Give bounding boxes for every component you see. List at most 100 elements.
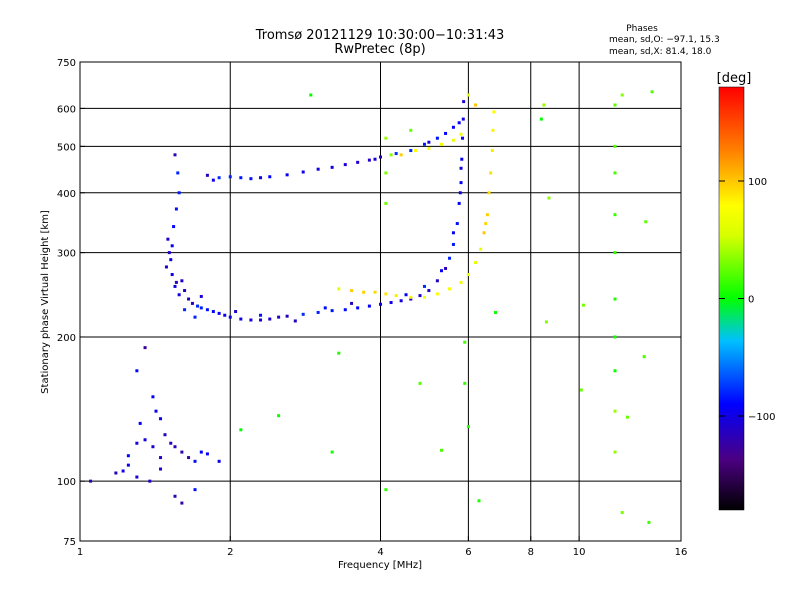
data-point: [249, 318, 253, 322]
data-point: [492, 110, 496, 114]
data-point: [459, 132, 463, 136]
colorbar-tick-label: 0: [748, 295, 754, 306]
data-point: [330, 309, 334, 313]
data-point: [164, 265, 168, 269]
data-point: [350, 289, 354, 293]
x-axis-label: Frequency [MHz]: [338, 560, 422, 571]
series-scattered-echoes: [239, 90, 654, 524]
y-axis-label: Stationary phase Virtual Height [km]: [40, 210, 51, 394]
data-point: [448, 287, 452, 291]
data-point: [211, 310, 215, 314]
data-point: [187, 456, 191, 460]
data-point: [579, 388, 583, 392]
data-point: [151, 395, 155, 399]
data-point: [135, 369, 139, 373]
x-tick-label: 16: [675, 547, 688, 558]
series-x-mode-f-layer: [337, 93, 496, 299]
data-point: [613, 251, 617, 255]
data-point: [409, 128, 413, 132]
data-point: [613, 450, 617, 454]
data-points: [89, 90, 654, 524]
data-point: [148, 479, 152, 483]
series-o-mode-f-layer: [164, 100, 466, 323]
data-point: [337, 351, 341, 355]
data-point: [466, 273, 470, 277]
data-point: [277, 315, 281, 319]
data-point: [285, 314, 289, 318]
data-point: [180, 279, 184, 283]
data-point: [205, 308, 209, 312]
y-tick-label: 100: [57, 477, 76, 488]
data-point: [89, 479, 93, 483]
y-tick-label: 600: [57, 104, 76, 115]
data-point: [121, 469, 125, 473]
y-tick-label: 75: [63, 537, 76, 548]
phase-stats-heading: Phases: [626, 24, 658, 34]
data-point: [174, 280, 178, 284]
data-point: [159, 467, 163, 471]
data-point: [173, 494, 177, 498]
data-point: [491, 128, 495, 132]
data-point: [613, 297, 617, 301]
data-point: [285, 173, 289, 177]
data-point: [170, 244, 174, 248]
data-point: [404, 293, 408, 297]
data-point: [169, 441, 173, 445]
x-tick-label: 1: [77, 547, 83, 558]
data-point: [409, 297, 413, 301]
data-point: [154, 409, 158, 413]
data-point: [379, 155, 382, 159]
data-point: [187, 297, 191, 301]
data-point: [409, 295, 413, 299]
data-point: [459, 181, 463, 185]
data-point: [581, 303, 585, 307]
data-point: [394, 294, 398, 298]
data-point: [642, 355, 646, 359]
data-point: [176, 171, 180, 175]
data-point: [293, 319, 297, 323]
data-point: [539, 117, 543, 121]
data-point: [394, 152, 398, 156]
data-point: [422, 295, 426, 299]
data-point: [259, 176, 263, 180]
data-point: [180, 501, 184, 505]
data-point: [239, 176, 243, 180]
plot-area: 1 2 4 6 8 10 16 75 100 200 300 400 500 600 750: [57, 58, 687, 558]
data-point: [479, 247, 483, 251]
data-point: [356, 306, 360, 310]
data-point: [422, 284, 426, 288]
data-point: [451, 138, 455, 142]
data-point: [542, 103, 546, 107]
data-point: [217, 176, 221, 180]
data-point: [379, 302, 382, 306]
data-point: [239, 428, 243, 432]
x-tick-label: 10: [573, 547, 586, 558]
data-point: [613, 144, 617, 148]
data-point: [199, 306, 203, 310]
data-point: [440, 142, 444, 146]
data-point: [259, 313, 263, 317]
data-point: [268, 175, 272, 179]
data-point: [239, 317, 243, 321]
data-point: [457, 121, 461, 125]
data-point: [196, 304, 200, 308]
data-point: [444, 266, 448, 270]
data-point: [183, 308, 187, 312]
data-point: [356, 160, 360, 164]
chart-subtitle: RwPretec (8p): [334, 42, 425, 57]
colorbar-label: [deg]: [717, 71, 752, 86]
data-point: [435, 292, 439, 296]
data-point: [193, 488, 197, 492]
data-point: [343, 308, 347, 312]
data-point: [482, 231, 486, 235]
colorbar-tick-label: −100: [748, 412, 775, 423]
data-point: [620, 511, 624, 515]
colorbar-ticks: 100 0 −100: [719, 177, 775, 423]
data-point: [427, 289, 431, 293]
data-point: [459, 280, 463, 284]
data-point: [389, 301, 393, 305]
phase-stats-x: mean, sd,X: 81.4, 18.0: [609, 47, 712, 57]
data-point: [193, 315, 197, 319]
data-point: [367, 304, 371, 308]
data-point: [489, 171, 493, 175]
